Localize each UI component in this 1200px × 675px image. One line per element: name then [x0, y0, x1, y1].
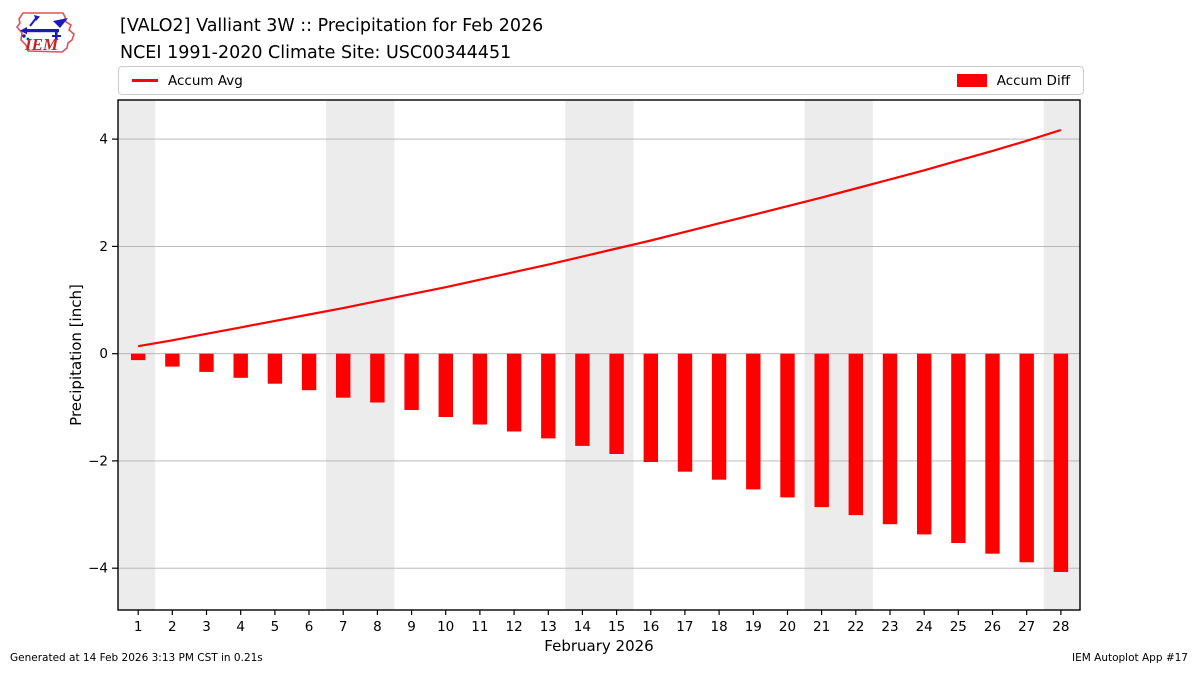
svg-text:18: 18	[711, 619, 728, 635]
generated-timestamp: Generated at 14 Feb 2026 3:13 PM CST in …	[10, 652, 263, 664]
svg-text:3: 3	[202, 619, 211, 635]
legend-label-accum-avg: Accum Avg	[168, 72, 243, 89]
legend-label-accum-diff: Accum Diff	[996, 72, 1070, 89]
svg-text:9: 9	[407, 619, 416, 635]
svg-text:5: 5	[271, 619, 280, 635]
chart-subtitle: NCEI 1991-2020 Climate Site: USC00344451	[120, 43, 512, 63]
x-axis-title: February 2026	[544, 637, 654, 655]
svg-text:23: 23	[881, 619, 898, 635]
svg-text:17: 17	[676, 619, 693, 635]
accum-diff-bars	[131, 353, 1069, 572]
svg-text:11: 11	[471, 619, 488, 635]
chart-title: [VALO2] Valliant 3W :: Precipitation for…	[120, 16, 544, 36]
svg-text:4: 4	[99, 132, 108, 148]
app-credit: IEM Autoplot App #17	[1072, 652, 1188, 664]
iem-logo: IEM	[15, 12, 75, 54]
y-axis-title: Precipitation [inch]	[67, 284, 85, 426]
weather-vane-icon	[20, 15, 68, 41]
iowa-outline	[15, 12, 75, 53]
svg-text:25: 25	[950, 619, 967, 635]
svg-text:26: 26	[984, 619, 1001, 635]
legend-item-accum-diff: Accum Diff	[956, 72, 1070, 89]
svg-text:1: 1	[134, 619, 143, 635]
svg-text:2: 2	[168, 619, 177, 635]
weekend-bands	[118, 100, 1080, 610]
svg-text:7: 7	[339, 619, 348, 635]
chart-legend: Accum Avg Accum Diff	[118, 66, 1084, 95]
accum-avg-line	[138, 128, 1062, 348]
svg-text:22: 22	[847, 619, 864, 635]
plot-frame	[117, 99, 1081, 611]
accum-avg-line-swatch	[132, 79, 158, 82]
svg-text:13: 13	[540, 619, 557, 635]
svg-text:24: 24	[916, 619, 933, 635]
title-block: [VALO2] Valliant 3W :: Precipitation for…	[120, 13, 543, 67]
svg-text:−2: −2	[88, 453, 108, 469]
svg-text:2: 2	[99, 239, 108, 255]
y-tick-labels: −4 −2 0 2 4	[88, 132, 118, 577]
x-tick-labels: 1 2 3 4 5 6 7 8 9 10 11 12 13 14 15 16 17 18 19 20 21 22 23 24 2…	[134, 610, 1069, 635]
svg-text:10: 10	[437, 619, 454, 635]
svg-text:8: 8	[373, 619, 382, 635]
svg-text:19: 19	[745, 619, 762, 635]
legend-item-accum-avg: Accum Avg	[132, 73, 243, 89]
accum-diff-bar-swatch	[956, 74, 987, 87]
svg-text:−4: −4	[88, 561, 108, 577]
svg-text:6: 6	[305, 619, 314, 635]
svg-text:20: 20	[779, 619, 796, 635]
svg-text:0: 0	[99, 346, 108, 362]
svg-text:14: 14	[574, 619, 591, 635]
svg-text:21: 21	[813, 619, 830, 635]
svg-text:12: 12	[506, 619, 523, 635]
svg-text:15: 15	[608, 619, 625, 635]
svg-text:27: 27	[1018, 619, 1035, 635]
svg-text:16: 16	[642, 619, 659, 635]
iem-logo-text: IEM	[24, 35, 59, 54]
svg-text:4: 4	[236, 619, 245, 635]
svg-text:28: 28	[1052, 619, 1069, 635]
